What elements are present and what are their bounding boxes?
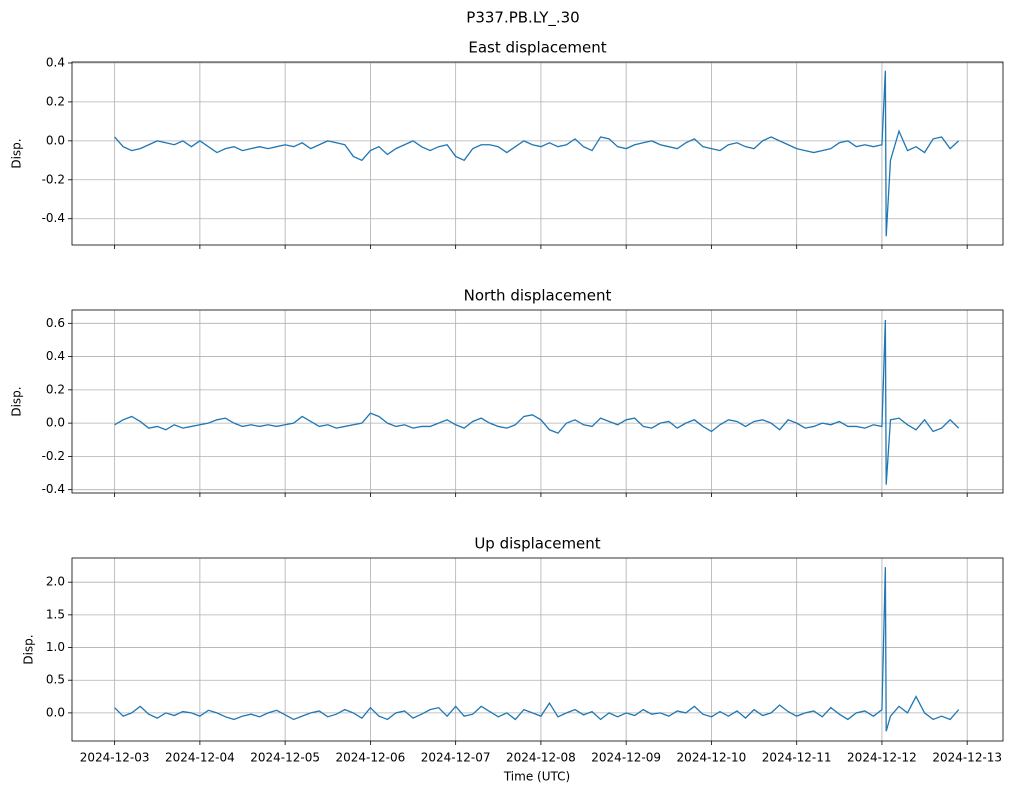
y-tick-label: -0.2 — [42, 449, 65, 463]
subplot-title: North displacement — [464, 287, 612, 305]
y-tick-label: -0.2 — [42, 172, 65, 186]
x-tick-label: 2024-12-10 — [677, 751, 747, 765]
x-tick-label: 2024-12-08 — [506, 751, 576, 765]
x-tick-label: 2024-12-11 — [762, 751, 832, 765]
data-line — [114, 319, 960, 485]
y-tick-label: 0.2 — [46, 382, 65, 396]
x-tick-label: 2024-12-05 — [250, 751, 320, 765]
y-tick-label: 1.5 — [46, 607, 65, 621]
x-tick-label: 2024-12-09 — [591, 751, 661, 765]
y-tick-label: 1.0 — [46, 640, 65, 654]
y-tick-label: 0.4 — [46, 349, 65, 363]
y-tick-label: 0.4 — [46, 55, 65, 69]
y-axis-label: Disp. — [10, 386, 24, 416]
x-tick-label: 2024-12-13 — [932, 751, 1002, 765]
subplot-title: East displacement — [468, 39, 606, 57]
y-axis-label: Disp. — [22, 634, 36, 664]
x-axis-label: Time (UTC) — [503, 770, 570, 784]
y-tick-label: 0.0 — [46, 416, 65, 430]
y-tick-label: 0.0 — [46, 133, 65, 147]
axes-frame — [71, 61, 1004, 246]
y-tick-label: 0.2 — [46, 94, 65, 108]
data-line — [114, 70, 960, 237]
figure-title: P337.PB.LY_.30 — [466, 9, 579, 28]
x-tick-label: 2024-12-07 — [421, 751, 491, 765]
y-axis-label: Disp. — [10, 138, 24, 168]
y-tick-label: 2.0 — [46, 575, 65, 589]
x-tick-label: 2024-12-03 — [80, 751, 150, 765]
axes-frame — [71, 309, 1004, 494]
y-tick-label: 0.0 — [46, 705, 65, 719]
axes-frame — [71, 557, 1004, 742]
y-tick-label: -0.4 — [42, 482, 65, 496]
data-line — [114, 567, 960, 732]
y-tick-label: 0.6 — [46, 316, 65, 330]
subplot-title: Up displacement — [474, 535, 600, 553]
x-tick-label: 2024-12-12 — [847, 751, 917, 765]
y-tick-label: -0.4 — [42, 211, 65, 225]
x-tick-label: 2024-12-04 — [165, 751, 235, 765]
y-tick-label: 0.5 — [46, 673, 65, 687]
x-tick-label: 2024-12-06 — [336, 751, 406, 765]
